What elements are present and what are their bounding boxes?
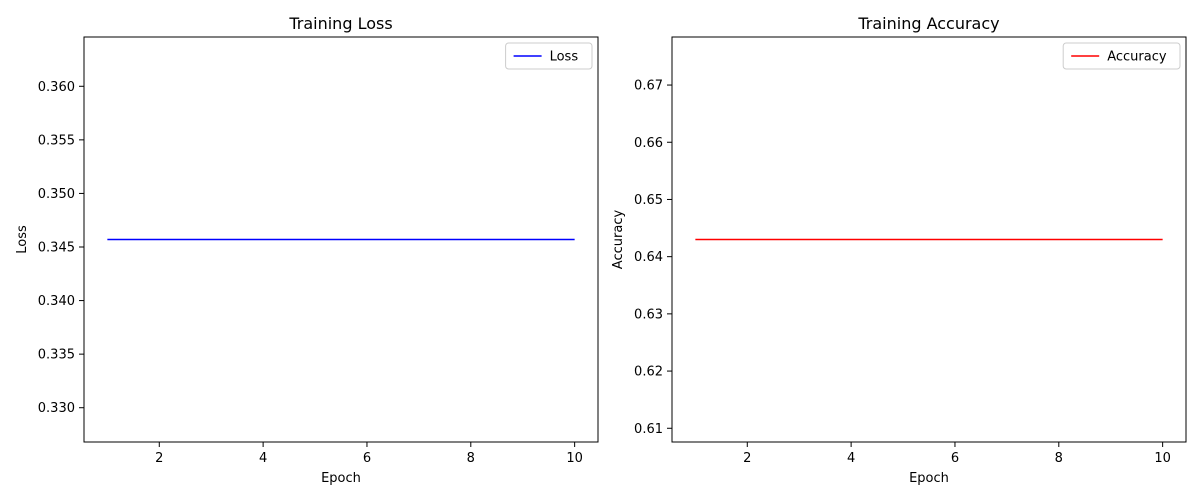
legend-label: Loss: [550, 50, 579, 65]
y-tick-label: 0.360: [38, 80, 75, 95]
y-tick-label: 0.63: [634, 307, 663, 322]
chart-title: Training Loss: [288, 14, 392, 33]
y-tick-label: 0.64: [634, 250, 663, 265]
x-tick-label: 6: [363, 451, 371, 466]
y-tick-label: 0.355: [38, 133, 75, 148]
y-tick-label: 0.330: [38, 401, 75, 416]
legend-label: Accuracy: [1107, 50, 1167, 65]
y-tick-label: 0.67: [634, 79, 663, 94]
chart-panel-1: Training Loss 2 4 6 8 10 0.330 0.335 0.340 0.345 0…: [15, 14, 599, 486]
y-tick-label: 0.61: [634, 422, 663, 437]
y-tick-label: 0.350: [38, 187, 75, 202]
y-tick-label: 0.62: [634, 365, 663, 380]
x-tick-label: 4: [847, 451, 855, 466]
x-axis-label: Epoch: [321, 471, 361, 486]
y-axis-label: Loss: [15, 225, 30, 254]
legend-box: [1062, 42, 1181, 70]
x-tick-label: 2: [743, 451, 751, 466]
x-tick-label: 2: [155, 451, 163, 466]
y-tick-label: 0.66: [634, 136, 663, 151]
x-axis-label: Epoch: [909, 471, 949, 486]
x-tick-label: 10: [1154, 451, 1171, 466]
x-tick-label: 8: [1055, 451, 1063, 466]
y-tick-label: 0.65: [634, 193, 663, 208]
legend: Accuracy: [1062, 42, 1181, 70]
x-tick-label: 10: [566, 451, 583, 466]
chart-panel-2: Training Accuracy 2 4 6 8 10 0.61 0.62 0.63 0.64 0…: [611, 14, 1187, 486]
x-tick-label: 4: [259, 451, 267, 466]
legend: Loss: [505, 42, 593, 70]
y-axis-label: Accuracy: [611, 210, 626, 270]
chart-title: Training Accuracy: [857, 14, 999, 33]
x-tick-label: 6: [951, 451, 959, 466]
plot-frame: [83, 36, 599, 443]
plot-frame: [671, 36, 1187, 443]
y-tick-label: 0.340: [38, 294, 75, 309]
x-tick-label: 8: [467, 451, 475, 466]
y-tick-label: 0.335: [38, 348, 75, 363]
legend-box: [505, 42, 593, 70]
y-tick-label: 0.345: [38, 241, 75, 256]
